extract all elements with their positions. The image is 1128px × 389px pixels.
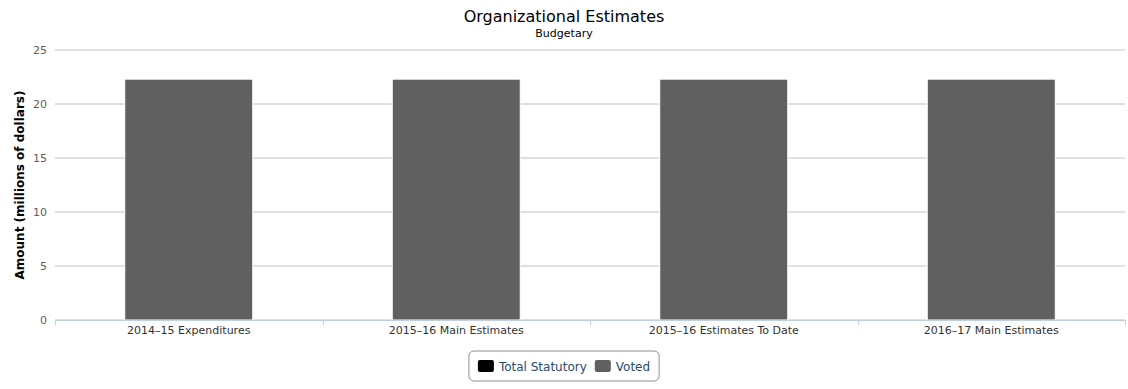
title: Organizational Estimates [464, 7, 665, 26]
legend-item: Total Statutory [478, 360, 587, 374]
y-tick-label: 0 [40, 314, 47, 327]
bar [125, 79, 253, 320]
x-divider [590, 320, 591, 325]
bar [392, 79, 520, 80]
legend-symbol [478, 360, 494, 372]
x-tick-label: 2015–16 Main Estimates [389, 324, 524, 337]
legend-label: Total Statutory [498, 360, 587, 374]
bar [927, 79, 1055, 80]
x-divider [323, 320, 324, 325]
y-tick-label: 10 [33, 206, 47, 219]
bar [660, 79, 788, 80]
legend-box [469, 351, 659, 381]
legend-symbol [595, 360, 611, 372]
legend-label: Voted [616, 360, 650, 374]
subtitle: Budgetary [535, 27, 593, 40]
bar [927, 79, 1055, 320]
bar [392, 79, 520, 320]
x-divider [55, 320, 56, 325]
legend-item: Voted [595, 360, 650, 374]
x-divider [858, 320, 859, 325]
bars [125, 79, 1056, 320]
y-tick-label: 20 [33, 98, 47, 111]
grid-line [55, 50, 1125, 51]
chart: Organizational EstimatesBudgetary 0 5 10 15 2… [0, 0, 1128, 389]
bar [125, 79, 253, 80]
y-axis-label: Amount (millions of dollars) [13, 91, 27, 280]
x-tick-label: 2014–15 Expenditures [127, 324, 251, 337]
bar [660, 79, 788, 320]
y-tick-label: 5 [40, 260, 47, 273]
x-tick-label: 2016–17 Main Estimates [924, 324, 1059, 337]
x-tick-label: 2015–16 Estimates To Date [649, 324, 799, 337]
legend: Total Statutory Voted [469, 351, 659, 381]
y-tick-label: 25 [33, 44, 47, 57]
x-divider [1125, 320, 1126, 325]
y-tick-label: 15 [33, 152, 47, 165]
